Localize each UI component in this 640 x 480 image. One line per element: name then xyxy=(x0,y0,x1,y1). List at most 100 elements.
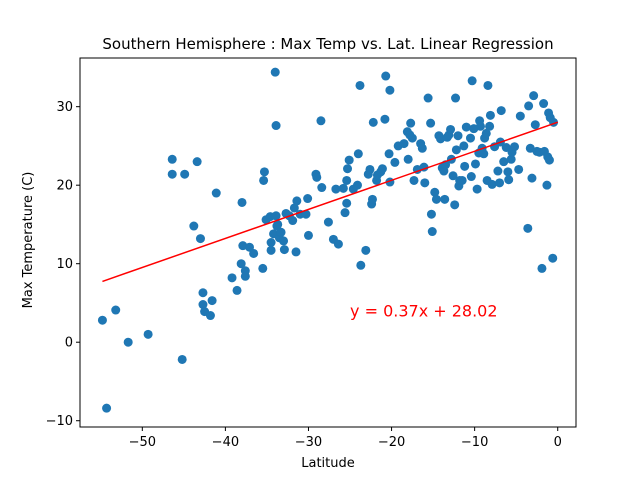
data-point xyxy=(470,159,480,169)
plot-frame xyxy=(79,57,577,428)
data-point xyxy=(515,111,525,121)
y-axis-label: Max Temperature (C) xyxy=(21,172,36,309)
data-point xyxy=(291,247,301,257)
y-tick-label: −10 xyxy=(46,414,73,429)
data-point xyxy=(227,273,237,283)
data-point xyxy=(524,101,534,111)
data-point xyxy=(207,296,217,306)
data-point xyxy=(331,184,341,194)
chart-title: Southern Hemisphere : Max Temp vs. Lat. … xyxy=(102,35,553,53)
data-point xyxy=(273,219,283,229)
data-point xyxy=(529,91,539,101)
data-point xyxy=(499,157,509,167)
data-point xyxy=(431,194,441,204)
data-point xyxy=(236,259,246,269)
x-axis-ticks: −50 −40 −30 −20 −10 0 xyxy=(129,427,562,450)
data-point xyxy=(493,166,503,176)
data-point xyxy=(211,188,221,198)
data-point xyxy=(342,198,352,208)
y-tick-label: 0 xyxy=(65,336,73,351)
data-point xyxy=(537,263,547,273)
data-point xyxy=(459,141,469,151)
data-point xyxy=(167,169,177,179)
y-axis-ticks: −10 0 10 20 30 xyxy=(46,100,80,429)
data-point xyxy=(483,80,493,90)
data-point xyxy=(448,171,458,181)
data-point xyxy=(97,315,107,325)
data-point xyxy=(481,128,491,138)
data-point xyxy=(279,245,289,255)
data-point xyxy=(467,76,477,86)
data-point xyxy=(527,173,537,183)
data-point xyxy=(451,145,461,155)
data-point xyxy=(266,238,276,247)
data-point xyxy=(289,203,299,213)
data-point xyxy=(457,175,467,185)
data-point xyxy=(453,131,463,141)
data-point xyxy=(356,260,366,270)
data-point xyxy=(399,139,409,149)
data-point xyxy=(485,110,495,120)
x-tick-label: −10 xyxy=(461,435,488,450)
regression-line xyxy=(102,121,558,283)
data-point xyxy=(504,175,514,185)
data-point xyxy=(237,197,247,207)
data-point xyxy=(316,116,326,126)
data-point xyxy=(427,227,437,237)
data-point xyxy=(180,169,190,179)
data-point xyxy=(259,175,269,185)
data-point xyxy=(423,93,433,103)
data-point xyxy=(503,167,513,177)
data-point xyxy=(472,184,482,194)
data-points xyxy=(97,67,559,413)
data-point xyxy=(485,121,495,131)
data-point xyxy=(195,234,205,244)
data-point xyxy=(479,149,489,159)
data-point xyxy=(487,179,497,189)
data-point xyxy=(240,271,250,281)
data-point xyxy=(143,329,153,339)
data-point xyxy=(407,133,417,143)
data-point xyxy=(460,161,470,171)
data-point xyxy=(279,236,289,246)
x-axis-label: Latitude xyxy=(301,456,355,471)
y-tick-label: 20 xyxy=(56,179,73,194)
data-point xyxy=(514,164,524,174)
data-point xyxy=(317,183,327,193)
data-point xyxy=(198,300,208,310)
data-point xyxy=(440,194,450,204)
data-point xyxy=(506,154,516,164)
data-point xyxy=(510,142,520,152)
data-point xyxy=(465,133,475,143)
data-point xyxy=(198,288,208,298)
data-point xyxy=(451,93,461,103)
data-point xyxy=(426,118,436,128)
data-point xyxy=(192,157,202,167)
data-point xyxy=(270,67,280,77)
x-tick-label: 0 xyxy=(554,435,562,450)
data-point xyxy=(249,248,259,258)
data-point xyxy=(353,149,363,159)
data-point xyxy=(189,221,199,231)
data-point xyxy=(365,164,375,174)
x-tick-label: −40 xyxy=(212,435,239,450)
data-point xyxy=(102,403,112,413)
data-point xyxy=(276,227,286,237)
data-point xyxy=(542,180,552,190)
regression-equation: y = 0.37x + 28.02 xyxy=(350,301,498,320)
data-point xyxy=(352,180,362,190)
data-point xyxy=(333,239,343,249)
data-point xyxy=(496,106,506,116)
data-point xyxy=(426,209,436,219)
data-point xyxy=(368,117,378,127)
data-point xyxy=(205,311,215,321)
data-point xyxy=(384,149,394,159)
y-tick-label: 30 xyxy=(56,100,73,115)
x-tick-label: −20 xyxy=(378,435,405,450)
data-point xyxy=(338,183,348,193)
data-point xyxy=(403,154,413,164)
data-point xyxy=(323,217,333,227)
data-point xyxy=(355,80,365,90)
